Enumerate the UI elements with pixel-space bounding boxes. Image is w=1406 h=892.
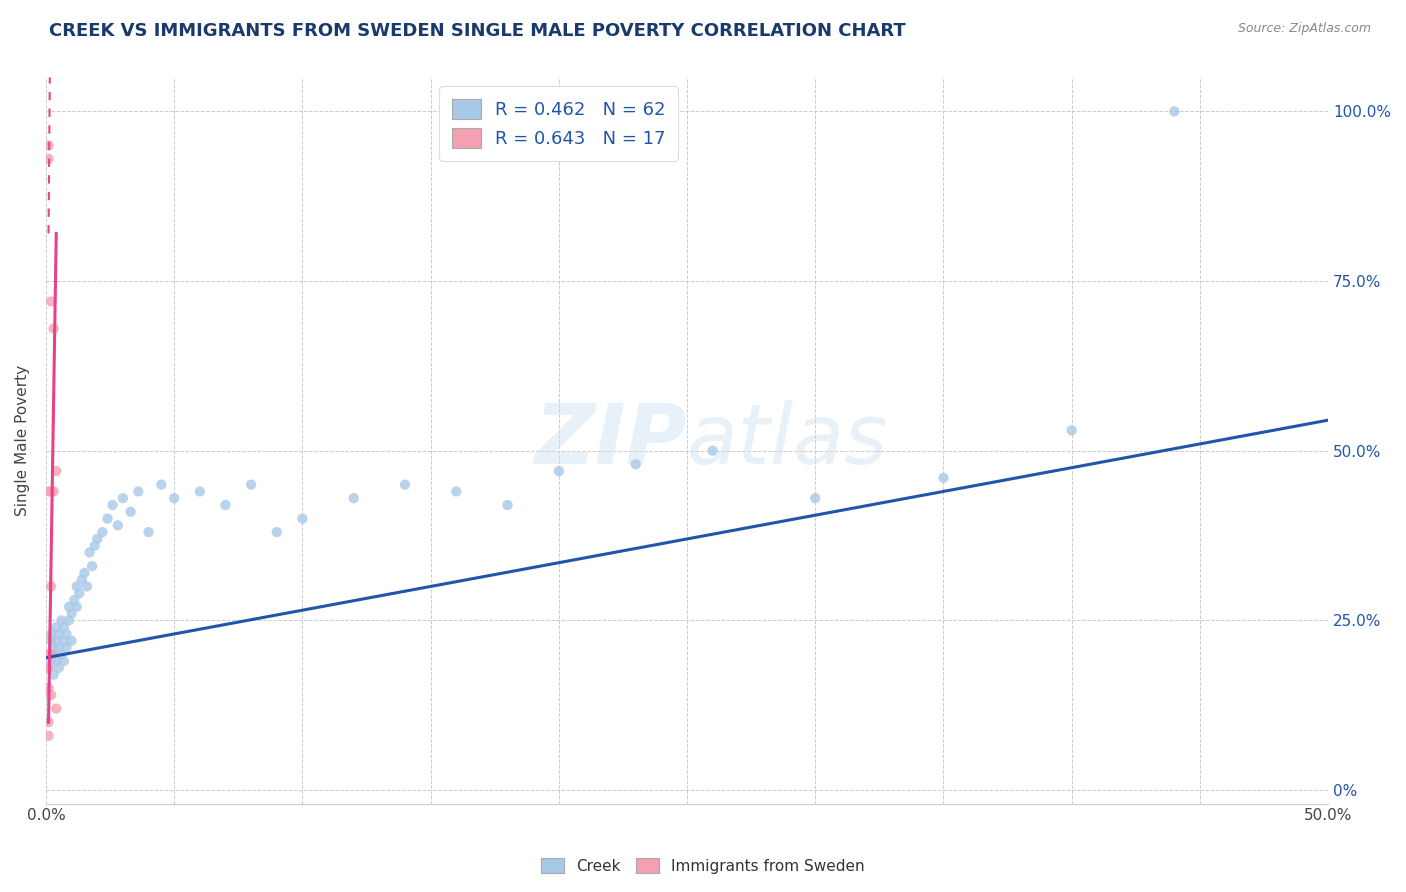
Point xyxy=(42,667,65,681)
Point xyxy=(45,464,67,478)
Point xyxy=(76,579,98,593)
Point xyxy=(39,648,62,662)
Point xyxy=(38,484,60,499)
Point xyxy=(38,681,60,696)
Point xyxy=(38,715,60,730)
Point xyxy=(163,491,186,506)
Point xyxy=(91,525,114,540)
Point xyxy=(266,525,288,540)
Point xyxy=(48,640,70,655)
Point xyxy=(38,661,60,675)
Text: ZIP: ZIP xyxy=(534,400,688,481)
Point xyxy=(73,566,96,580)
Point xyxy=(343,491,366,506)
Point xyxy=(39,294,62,309)
Point xyxy=(446,484,468,499)
Point xyxy=(42,484,65,499)
Point xyxy=(82,559,104,574)
Point xyxy=(107,518,129,533)
Point xyxy=(39,688,62,702)
Point xyxy=(39,627,62,641)
Point xyxy=(138,525,160,540)
Point xyxy=(52,633,75,648)
Point xyxy=(291,511,314,525)
Text: Source: ZipAtlas.com: Source: ZipAtlas.com xyxy=(1237,22,1371,36)
Text: atlas: atlas xyxy=(688,400,889,481)
Legend: R = 0.462   N = 62, R = 0.643   N = 17: R = 0.462 N = 62, R = 0.643 N = 17 xyxy=(439,87,678,161)
Point xyxy=(45,701,67,715)
Point xyxy=(1163,104,1185,119)
Point xyxy=(67,586,90,600)
Point xyxy=(45,633,67,648)
Point xyxy=(96,511,118,525)
Point xyxy=(127,484,149,499)
Point xyxy=(48,661,70,675)
Point xyxy=(58,613,80,627)
Point xyxy=(496,498,519,512)
Point xyxy=(42,321,65,335)
Point xyxy=(932,471,955,485)
Point xyxy=(51,648,73,662)
Point xyxy=(58,599,80,614)
Point xyxy=(83,539,105,553)
Point xyxy=(42,648,65,662)
Point xyxy=(60,607,83,621)
Point xyxy=(60,633,83,648)
Point xyxy=(1060,423,1083,437)
Point xyxy=(120,505,142,519)
Point xyxy=(52,654,75,668)
Point xyxy=(394,477,416,491)
Point xyxy=(101,498,124,512)
Point xyxy=(42,640,65,655)
Point xyxy=(39,579,62,593)
Point xyxy=(45,620,67,634)
Point xyxy=(547,464,569,478)
Point xyxy=(63,593,86,607)
Point xyxy=(240,477,263,491)
Point xyxy=(624,457,647,471)
Point xyxy=(702,443,724,458)
Point xyxy=(39,484,62,499)
Y-axis label: Single Male Poverty: Single Male Poverty xyxy=(15,365,30,516)
Point xyxy=(38,648,60,662)
Point xyxy=(45,654,67,668)
Point xyxy=(55,640,77,655)
Point xyxy=(38,138,60,153)
Point xyxy=(48,627,70,641)
Point xyxy=(38,152,60,166)
Text: CREEK VS IMMIGRANTS FROM SWEDEN SINGLE MALE POVERTY CORRELATION CHART: CREEK VS IMMIGRANTS FROM SWEDEN SINGLE M… xyxy=(49,22,905,40)
Point xyxy=(66,599,89,614)
Point xyxy=(70,573,93,587)
Point xyxy=(38,661,60,675)
Point xyxy=(39,633,62,648)
Point xyxy=(51,613,73,627)
Point xyxy=(150,477,173,491)
Point xyxy=(39,654,62,668)
Point xyxy=(66,579,89,593)
Point xyxy=(804,491,827,506)
Point xyxy=(38,648,60,662)
Point xyxy=(38,729,60,743)
Point xyxy=(52,620,75,634)
Point xyxy=(79,545,101,559)
Point xyxy=(188,484,211,499)
Point xyxy=(111,491,134,506)
Point xyxy=(86,532,108,546)
Point xyxy=(55,627,77,641)
Point xyxy=(214,498,236,512)
Legend: Creek, Immigrants from Sweden: Creek, Immigrants from Sweden xyxy=(536,852,870,880)
